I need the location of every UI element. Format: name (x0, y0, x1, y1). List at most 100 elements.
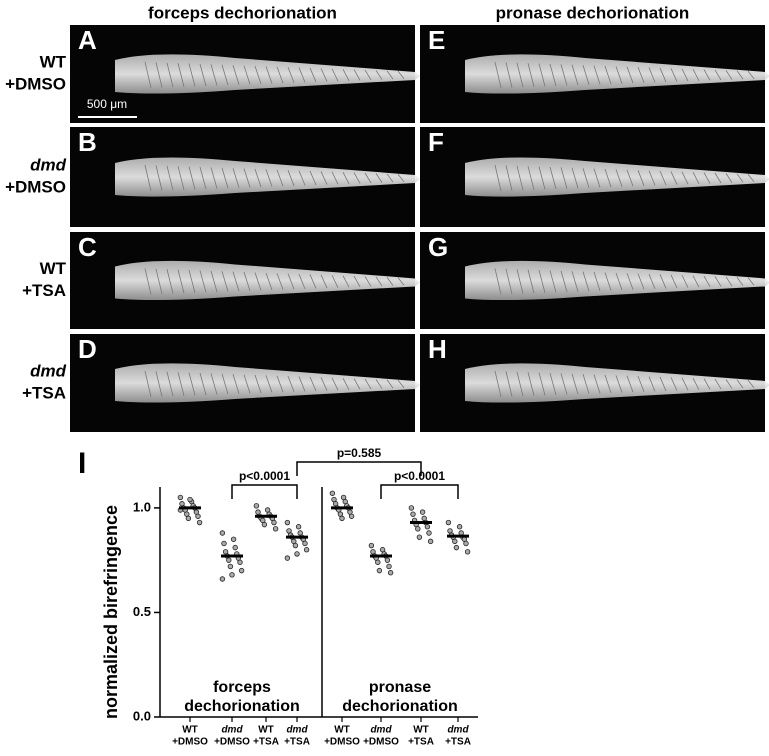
larva-segment (670, 377, 678, 391)
larva-segment (747, 379, 755, 389)
row-label: +DMSO (5, 74, 66, 93)
larva-segment (736, 277, 744, 286)
larva-segment (527, 63, 535, 87)
data-point (376, 567, 383, 574)
larva-segment (353, 69, 361, 81)
larva-segment (648, 273, 656, 289)
larva-segment (353, 378, 361, 390)
larva-segment (199, 270, 207, 293)
data-point (195, 513, 201, 519)
significance-bracket (380, 484, 459, 499)
larva-segment (571, 167, 579, 189)
larva-segment (342, 172, 350, 184)
larva-segment (604, 374, 612, 394)
larva-segment (681, 171, 689, 185)
larva-segment (287, 376, 295, 392)
larva-segment (648, 376, 656, 392)
x-tick-label: WT (258, 725, 274, 736)
larva-segment (681, 275, 689, 288)
x-tick-label: +DMSO (172, 737, 208, 748)
larva-segment (155, 62, 163, 88)
larva-segment (188, 63, 196, 87)
larva-segment (681, 377, 689, 391)
larva-segment (276, 169, 284, 187)
larva-segment (615, 375, 623, 393)
larva-segment (254, 168, 262, 188)
larva-segment (560, 167, 568, 189)
row-label: dmd (30, 361, 67, 380)
larva-segment (604, 65, 612, 85)
larva-segment (276, 375, 284, 393)
data-point (416, 534, 423, 540)
data-point (185, 515, 192, 522)
larva-segment (375, 70, 383, 80)
significance-bracket (296, 461, 422, 476)
panel-letter: C (78, 232, 97, 262)
larva-segment (747, 173, 755, 183)
x-tick-label: WT (182, 725, 198, 736)
column-header: pronase dechorionation (496, 3, 690, 22)
larva-image (115, 363, 420, 403)
larva-segment (342, 377, 350, 390)
larva-segment (637, 67, 645, 83)
group-label: pronase (369, 679, 431, 696)
larva-segment (320, 68, 328, 82)
larva-segment (692, 275, 700, 288)
larva-segment (386, 277, 394, 286)
data-point (284, 555, 291, 561)
larva-segment (615, 66, 623, 84)
larva-segment (494, 164, 502, 192)
larva-segment (582, 168, 590, 188)
row-label: dmd (30, 155, 67, 174)
data-point (295, 524, 302, 530)
x-tick-label: dmd (286, 725, 308, 736)
larva-segment (703, 69, 711, 81)
data-point (232, 544, 238, 551)
data-point (384, 557, 391, 563)
larva-segment (538, 372, 546, 396)
p-value: p=0.585 (337, 446, 382, 460)
larva-image (115, 157, 420, 197)
larva-segment (298, 376, 306, 392)
larva-segment (320, 377, 328, 391)
larva-segment (692, 68, 700, 81)
panel-letter: B (78, 127, 97, 157)
row-label: +DMSO (5, 177, 66, 196)
data-point (284, 519, 291, 526)
data-point (408, 505, 415, 511)
larva-segment (144, 61, 152, 89)
larva-segment (615, 169, 623, 187)
data-point (219, 530, 226, 536)
x-tick-label: +TSA (445, 737, 471, 748)
larva-segment (505, 268, 513, 295)
larva-segment (144, 268, 152, 295)
larva-segment (637, 273, 645, 290)
larva-segment (527, 372, 535, 396)
larva-segment (397, 379, 405, 389)
larva-segment (538, 269, 546, 293)
data-point (261, 521, 268, 528)
larva-segment (670, 171, 678, 185)
larva-segment (309, 376, 317, 392)
larva-segment (298, 170, 306, 186)
data-point (177, 494, 184, 501)
larva-segment (714, 378, 722, 390)
larva-segment (342, 275, 350, 288)
x-tick-label: dmd (447, 725, 469, 736)
data-point (386, 563, 392, 570)
larva-segment (221, 271, 229, 292)
larva-segment (188, 166, 196, 190)
larva-segment (276, 273, 284, 290)
x-tick-label: WT (413, 725, 429, 736)
data-point (302, 540, 308, 547)
larva-segment (144, 164, 152, 192)
larva-segment (648, 67, 656, 83)
larva-segment (155, 268, 163, 295)
larva-segment (331, 275, 339, 288)
larva-segment (210, 64, 218, 86)
larva-segment (265, 169, 273, 187)
larva-segment (397, 173, 405, 183)
larva-segment (309, 274, 317, 289)
larva-segment (560, 373, 568, 395)
larva-segment (681, 68, 689, 82)
